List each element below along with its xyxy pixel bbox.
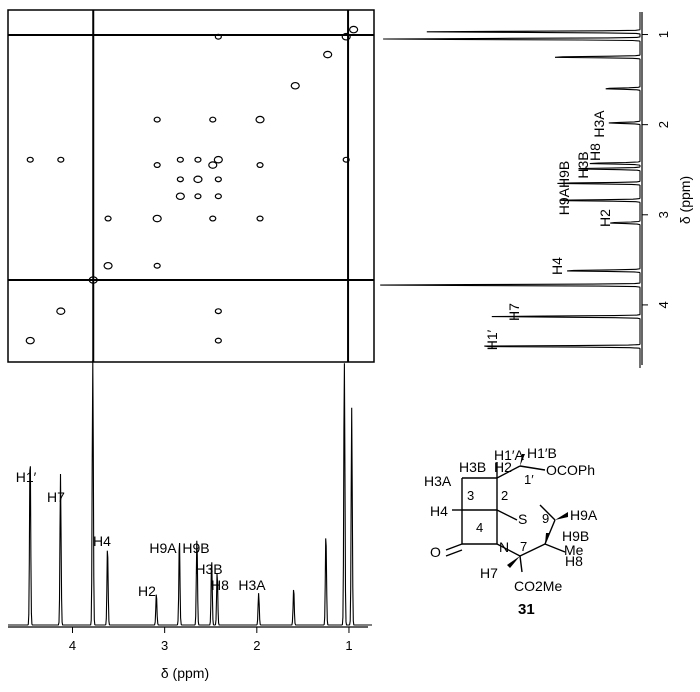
right-peak-label-h3b: H3B (575, 151, 591, 178)
cosy-cross-peak (194, 156, 202, 163)
struct-label-c4: 4 (476, 520, 483, 535)
struct-label-n: N (499, 539, 509, 555)
cosy-diagonal-peak (193, 175, 203, 184)
cosy-cross-peak (176, 176, 184, 183)
right-axis-label: δ (ppm) (677, 176, 693, 224)
right-tick-label: 2 (656, 121, 671, 128)
right-tick-label: 4 (656, 301, 671, 308)
right-tick-label: 1 (656, 31, 671, 38)
cosy-diagonal-peak (88, 276, 98, 284)
structure-labels: H1′A H1′B H3A H3B H2 1′ OCOPh 3 2 H9A S … (424, 445, 598, 618)
bottom-peak-label-h9b: H9B (182, 540, 209, 556)
struct-label-h3a: H3A (424, 473, 452, 489)
bottom-spectrum: 4 3 2 1 δ (ppm) H1′ H7 H4 H2 H9A H9B H3B H8… (8, 360, 372, 681)
bottom-tick-label: 4 (69, 638, 76, 653)
right-spectrum-trace (380, 12, 641, 368)
struct-label-h1pb: H1′B (527, 445, 557, 461)
chemical-structure-31 (445, 454, 568, 573)
cosy-cross-peak (104, 215, 112, 222)
right-peak-label-h1p: H1′ (484, 329, 500, 350)
compound-number: 31 (518, 601, 535, 618)
struct-label-o: O (430, 544, 441, 560)
right-peak-label-h4: H4 (549, 257, 565, 275)
bottom-peak-label-h3a: H3A (238, 577, 266, 593)
struct-label-1p: 1′ (524, 472, 534, 487)
cosy-diagonal-peak (255, 115, 265, 124)
bottom-axis-ticks: 4 3 2 1 (69, 627, 353, 653)
struct-label-c9: 9 (542, 511, 549, 526)
cosy-cross-peaks (8, 10, 374, 362)
bottom-peak-label-h8: H8 (211, 577, 229, 593)
struct-label-co2me: CO2Me (514, 578, 562, 594)
cosy-cross-peak (26, 156, 34, 163)
cosy-diagonal-peak (152, 214, 162, 223)
right-tick-label: 3 (656, 211, 671, 218)
cosy-cross-peak (214, 33, 222, 40)
cosy-diagonal-peak (208, 161, 218, 169)
right-peak-label-h7: H7 (506, 303, 522, 321)
cosy-cross-peak (214, 193, 222, 200)
cosy-cross-peak (153, 116, 161, 123)
bottom-axis-label: δ (ppm) (161, 665, 209, 681)
struct-label-h1pa: H1′A (494, 447, 525, 463)
struct-label-h3b: H3B (459, 459, 486, 475)
struct-label-h4: H4 (430, 503, 448, 519)
cosy-diagonal-peak (56, 307, 66, 316)
cosy-cross-peak (153, 262, 161, 269)
cosy-diagonal-peak (103, 261, 113, 270)
bottom-peak-label-h7: H7 (47, 489, 65, 505)
cosy-cross-peak (57, 156, 65, 163)
bottom-peak-label-h1p: H1′ (16, 469, 37, 485)
cosy-diagonal-peak (213, 155, 223, 164)
struct-label-h9a: H9A (570, 507, 598, 523)
cosy-cross-peak (256, 162, 264, 169)
struct-label-c3: 3 (467, 488, 474, 503)
struct-label-c2: 2 (501, 488, 508, 503)
struct-label-h2: H2 (494, 459, 512, 475)
cosy-diagonal-peak (349, 25, 359, 34)
cosy-cross-peak (153, 162, 161, 169)
struct-label-h8: H8 (565, 553, 583, 569)
cosy-diagonal-peak (341, 32, 351, 41)
right-peak-label-h8: H8 (587, 143, 603, 161)
cosy-cross-peak (256, 215, 264, 222)
right-peak-label-h9a-h9b: H9AH9B (556, 161, 572, 215)
bottom-peak-label-h2: H2 (138, 583, 156, 599)
struct-label-h7: H7 (480, 565, 498, 581)
cosy-frame (7, 9, 375, 363)
bottom-peak-label-h3b: H3B (195, 561, 222, 577)
right-peak-label-h2: H2 (597, 209, 613, 227)
cosy-diagonal-peak (323, 50, 333, 59)
struct-label-ocoph: OCOPh (546, 462, 595, 478)
bottom-tick-label: 2 (253, 638, 260, 653)
bottom-tick-label: 3 (161, 638, 168, 653)
right-axis-ticks: 4 3 2 1 (642, 31, 671, 309)
struct-label-h9b: H9B (562, 528, 589, 544)
bottom-tick-label: 1 (345, 638, 352, 653)
cosy-cross-peak (176, 156, 184, 163)
struct-label-me: Me (564, 542, 584, 558)
cosy-cross-peak (214, 337, 222, 344)
struct-label-s: S (518, 511, 527, 527)
bottom-peak-label-h9a: H9A (149, 540, 177, 556)
struct-label-c7: 7 (520, 539, 527, 554)
cosy-cross-peak (342, 156, 350, 163)
right-peak-label-h3a: H3A (591, 110, 607, 138)
bottom-peak-label-h4: H4 (93, 533, 111, 549)
cosy-cross-peak (209, 116, 217, 123)
cosy-diagonal-peak (290, 81, 300, 90)
cosy-cross-peak (214, 308, 222, 315)
cosy-2d-plot (7, 9, 375, 363)
cosy-cross-peak (194, 193, 202, 200)
cosy-diagonal-peak (175, 192, 185, 201)
cosy-diagonal-peak (25, 336, 35, 345)
bottom-spectrum-trace (8, 360, 372, 626)
cosy-cross-peak (214, 176, 222, 183)
cosy-cross-peak (209, 215, 217, 222)
